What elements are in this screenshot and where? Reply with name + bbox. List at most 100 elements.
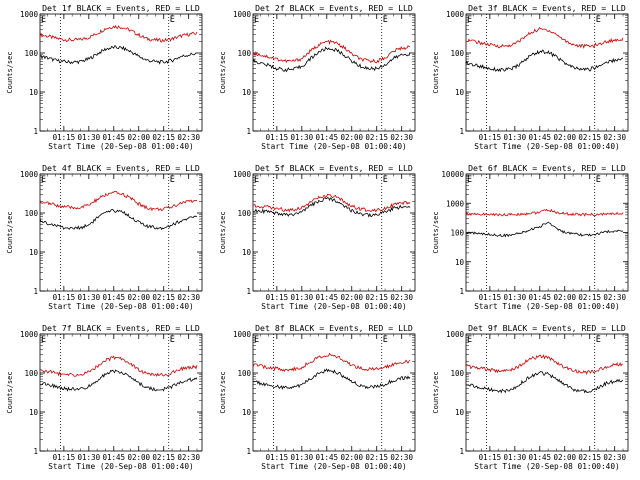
x-tick-label: 01:15 [479,293,502,302]
y-axis-label: Counts/sec [6,211,14,253]
y-tick-label: 1000 [233,10,252,19]
x-axis-label: Start Time (20-Sep-08 01:00:40) [261,302,407,311]
x-tick-label: 02:00 [127,133,150,142]
x-tick-label: 01:30 [78,293,101,302]
x-tick-label: 01:30 [504,293,527,302]
x-tick-label: 01:15 [53,133,76,142]
x-tick-label: 01:45 [528,293,551,302]
x-tick-label: 01:30 [291,133,314,142]
x-tick-label: 02:30 [390,133,413,142]
chart-title: Det 5f BLACK = Events, RED = LLD [255,163,413,173]
chart-title: Det 2f BLACK = Events, RED = LLD [255,3,413,13]
y-tick-label: 1 [459,127,464,136]
y-tick-label: 1000 [233,170,252,179]
y-tick-label: 100 [237,49,251,58]
x-tick-label: 01:45 [315,133,338,142]
plot-frame [465,333,629,452]
y-axis-label: Counts/sec [432,211,440,253]
y-axis-label: Counts/sec [432,371,440,413]
x-tick-label: 01:30 [78,133,101,142]
chart-title: Det 3f BLACK = Events, RED = LLD [468,3,626,13]
y-tick-label: 1000 [20,10,39,19]
y-axis-label: Counts/sec [219,211,227,253]
y-tick-label: 1000 [446,10,465,19]
series-line-events [465,49,624,73]
event-marker-label: E [467,335,472,345]
x-tick-label: 01:30 [504,133,527,142]
chart-panel-2: Det 2f BLACK = Events, RED = LLD 1 10 100 10… [219,3,416,151]
x-tick-label: 02:30 [390,453,413,462]
x-tick-label: 01:45 [528,133,551,142]
event-marker-label: E [254,15,259,25]
chart-panel-3: Det 3f BLACK = Events, RED = LLD 1 10 100 10… [432,3,629,151]
x-tick-label: 01:45 [102,293,125,302]
x-tick-label: 02:15 [365,133,388,142]
y-tick-label: 10 [29,248,39,257]
plot-frame [252,333,416,452]
y-tick-label: 100 [237,209,251,218]
x-tick-label: 01:45 [315,453,338,462]
series-line-lld [39,190,198,212]
series-line-lld [465,354,624,376]
x-tick-label: 02:00 [553,293,576,302]
chart-panel-9: Det 9f BLACK = Events, RED = LLD 1 10 100 10… [432,323,629,471]
plot-frame [39,333,203,452]
x-tick-label: 02:15 [365,293,388,302]
chart-panel-8: Det 8f BLACK = Events, RED = LLD 1 10 100 10… [219,323,416,471]
series-line-events [465,370,624,394]
y-axis-label: Counts/sec [432,51,440,93]
y-tick-label: 1 [246,127,251,136]
series-line-lld [39,25,198,43]
chart-title: Det 1f BLACK = Events, RED = LLD [42,3,200,13]
y-axis-label: Counts/sec [6,371,14,413]
y-tick-label: 100 [24,369,38,378]
x-tick-label: 02:15 [578,453,601,462]
event-marker-label: E [596,335,601,345]
event-marker-label: E [254,335,259,345]
series-line-lld [252,39,411,64]
x-tick-label: 02:00 [340,293,363,302]
x-tick-label: 01:45 [315,293,338,302]
y-axis-label: Counts/sec [6,51,14,93]
y-tick-label: 10 [242,88,252,97]
event-marker-label: E [383,335,388,345]
x-tick-label: 02:15 [152,293,175,302]
event-marker-label: E [467,175,472,185]
series-line-lld [252,193,411,213]
y-tick-label: 10000 [441,170,464,179]
x-tick-label: 01:30 [504,453,527,462]
chart-title: Det 6f BLACK = Events, RED = LLD [468,163,626,173]
y-tick-label: 1000 [446,330,465,339]
y-tick-label: 10 [455,408,465,417]
event-marker-label: E [170,175,175,185]
y-tick-label: 1000 [20,170,39,179]
y-tick-label: 100 [237,369,251,378]
series-line-events [39,45,198,65]
y-tick-label: 1 [33,447,38,456]
y-tick-label: 10 [455,258,465,267]
event-marker-label: E [170,335,175,345]
x-tick-label: 01:45 [528,453,551,462]
series-line-events [252,197,411,218]
x-tick-label: 01:30 [78,453,101,462]
series-line-events [252,368,411,390]
x-tick-label: 02:00 [553,133,576,142]
x-tick-label: 02:00 [340,453,363,462]
y-tick-label: 100 [450,49,464,58]
event-marker-label: E [467,15,472,25]
x-tick-label: 02:00 [127,293,150,302]
x-axis-label: Start Time (20-Sep-08 01:00:40) [474,302,620,311]
y-tick-label: 1 [246,447,251,456]
event-marker-label: E [41,15,46,25]
y-tick-label: 1000 [446,199,465,208]
x-axis-label: Start Time (20-Sep-08 01:00:40) [48,142,194,151]
x-axis-label: Start Time (20-Sep-08 01:00:40) [261,142,407,151]
x-tick-label: 01:15 [479,133,502,142]
y-tick-label: 10 [29,408,39,417]
plot-frame [39,13,203,132]
event-marker-label: E [383,175,388,185]
x-tick-label: 02:30 [603,133,626,142]
series-line-events [465,221,624,238]
x-tick-label: 01:15 [479,453,502,462]
chart-title: Det 4f BLACK = Events, RED = LLD [42,163,200,173]
